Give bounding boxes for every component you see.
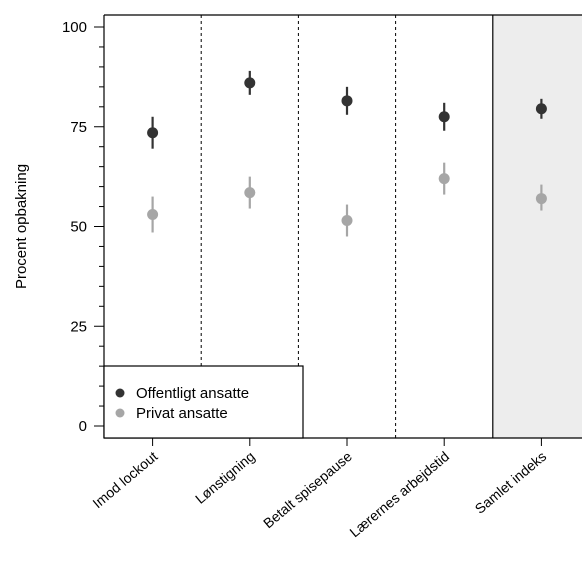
y-tick-label: 25: [70, 318, 87, 335]
y-tick-label: 0: [79, 418, 87, 435]
data-point-privat-ansatte: [438, 173, 450, 185]
x-tick-label-imod-lockout: Imod lockout: [89, 448, 160, 511]
data-point-offentligt-ansatte: [438, 111, 450, 123]
y-axis-title: Procent opbakning: [13, 164, 30, 289]
data-point-offentligt-ansatte: [244, 77, 256, 89]
data-point-offentligt-ansatte: [147, 127, 159, 139]
x-tick-label-betalt-spisepause: Betalt spisepause: [260, 448, 355, 531]
legend-box: [103, 365, 304, 439]
legend-marker-privat: [115, 408, 125, 418]
data-point-offentligt-ansatte: [535, 103, 547, 115]
data-point-privat-ansatte: [341, 215, 353, 227]
legend-marker-offentligt: [115, 388, 125, 398]
highlight-background: [492, 15, 582, 438]
data-point-privat-ansatte: [147, 209, 159, 221]
y-axis: 0 25 50 75 100: [62, 19, 104, 435]
y-tick-label: 75: [70, 119, 87, 136]
data-marks: [147, 70, 547, 237]
category-separators: [200, 15, 494, 438]
x-tick-label-l-rernes-arbejdstid: Lærernes arbejdstid: [346, 448, 452, 540]
data-point-privat-ansatte: [535, 193, 547, 205]
y-tick-label: 50: [70, 219, 87, 236]
data-point-privat-ansatte: [244, 187, 256, 199]
legend-label-privat: Privat ansatte: [136, 405, 228, 422]
legend-label-offentligt: Offentligt ansatte: [136, 385, 249, 402]
data-point-offentligt-ansatte: [341, 95, 353, 107]
x-tick-label-samlet-indeks: Samlet indeks: [472, 448, 550, 517]
legend: Offentligt ansatte Privat ansatte: [103, 365, 304, 439]
x-axis: Imod lockout Lønstigning Betalt spisepause…: [89, 438, 549, 540]
y-tick-label: 100: [62, 19, 87, 36]
x-tick-label-l-nstigning: Lønstigning: [192, 448, 258, 507]
